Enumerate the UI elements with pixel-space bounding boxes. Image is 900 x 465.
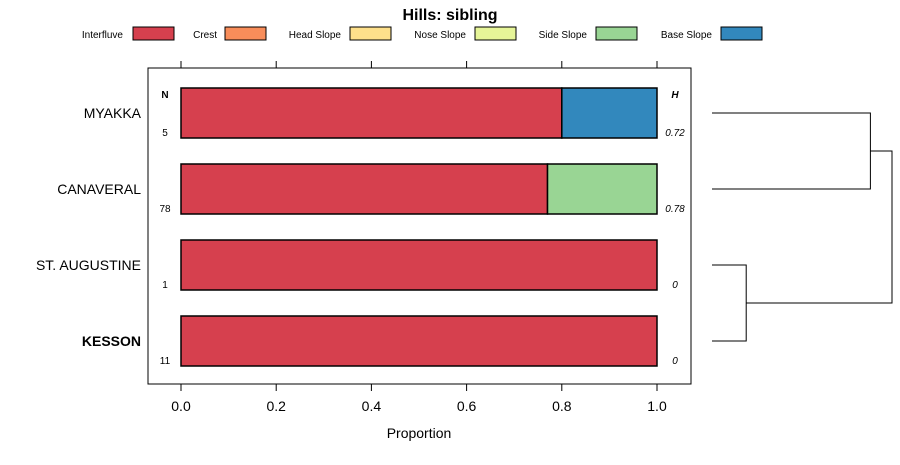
category-label-myakka: MYAKKA <box>84 105 142 121</box>
x-tick-label: 0.6 <box>457 398 477 414</box>
legend-swatch-crest <box>224 26 267 41</box>
chart-title: Hills: sibling <box>402 7 497 24</box>
x-tick-label: 0.2 <box>266 398 286 414</box>
dendrogram-branch-myakka-canaveral <box>712 112 871 190</box>
bar-segment-st-augustine-interfluve <box>180 239 658 291</box>
legend-swatch-head-slope <box>349 26 392 41</box>
n-value-st-augustine: 1 <box>162 280 168 291</box>
dendrogram-root <box>746 150 893 304</box>
category-labels: MYAKKA CANAVERAL ST. AUGUSTINE KESSON <box>36 105 142 349</box>
legend-label-nose-slope: Nose Slope <box>414 30 466 41</box>
plot-frame <box>147 67 692 385</box>
h-header: H <box>671 90 679 101</box>
x-axis: 0.0 0.2 0.4 0.6 0.8 1.0 <box>171 61 667 414</box>
legend-label-head-slope: Head Slope <box>289 30 342 41</box>
legend-swatch-interfluve <box>132 26 175 41</box>
legend-swatch-nose-slope <box>474 26 517 41</box>
dendrogram-branch-augustine-kesson <box>712 264 747 342</box>
legend-label-crest: Crest <box>193 30 217 41</box>
bar-segment-canaveral-interfluve <box>180 163 549 215</box>
x-tick-label: 1.0 <box>647 398 667 414</box>
n-header: N <box>161 90 168 101</box>
n-value-kesson: 11 <box>160 356 171 367</box>
bar-segment-canaveral-side-slope <box>546 163 658 215</box>
legend: Interfluve Crest Head Slope Nose Slope Side … <box>82 26 763 41</box>
category-label-kesson: KESSON <box>82 333 141 349</box>
h-value-st-augustine: 0 <box>672 280 678 291</box>
h-value-canaveral: 0.78 <box>665 204 685 215</box>
bars <box>180 87 658 367</box>
x-tick-label: 0.0 <box>171 398 191 414</box>
h-value-kesson: 0 <box>672 356 678 367</box>
n-value-canaveral: 78 <box>159 204 171 215</box>
legend-label-interfluve: Interfluve <box>82 30 124 41</box>
x-tick-label: 0.8 <box>552 398 572 414</box>
dendrogram <box>712 112 893 342</box>
legend-label-side-slope: Side Slope <box>539 30 588 41</box>
bar-segment-kesson-interfluve <box>180 315 658 367</box>
bar-segment-myakka-base-slope <box>561 87 658 139</box>
x-tick-label: 0.4 <box>362 398 382 414</box>
bar-segment-myakka-interfluve <box>180 87 563 139</box>
legend-swatch-base-slope <box>720 26 763 41</box>
legend-label-base-slope: Base Slope <box>661 30 713 41</box>
legend-swatch-side-slope <box>595 26 638 41</box>
n-value-myakka: 5 <box>162 128 168 139</box>
x-axis-label: Proportion <box>387 425 452 441</box>
h-value-myakka: 0.72 <box>665 128 685 139</box>
h-column: 0.72 0.78 0 0 <box>665 128 685 367</box>
category-label-canaveral: CANAVERAL <box>57 181 141 197</box>
category-label-st-augustine: ST. AUGUSTINE <box>36 257 141 273</box>
